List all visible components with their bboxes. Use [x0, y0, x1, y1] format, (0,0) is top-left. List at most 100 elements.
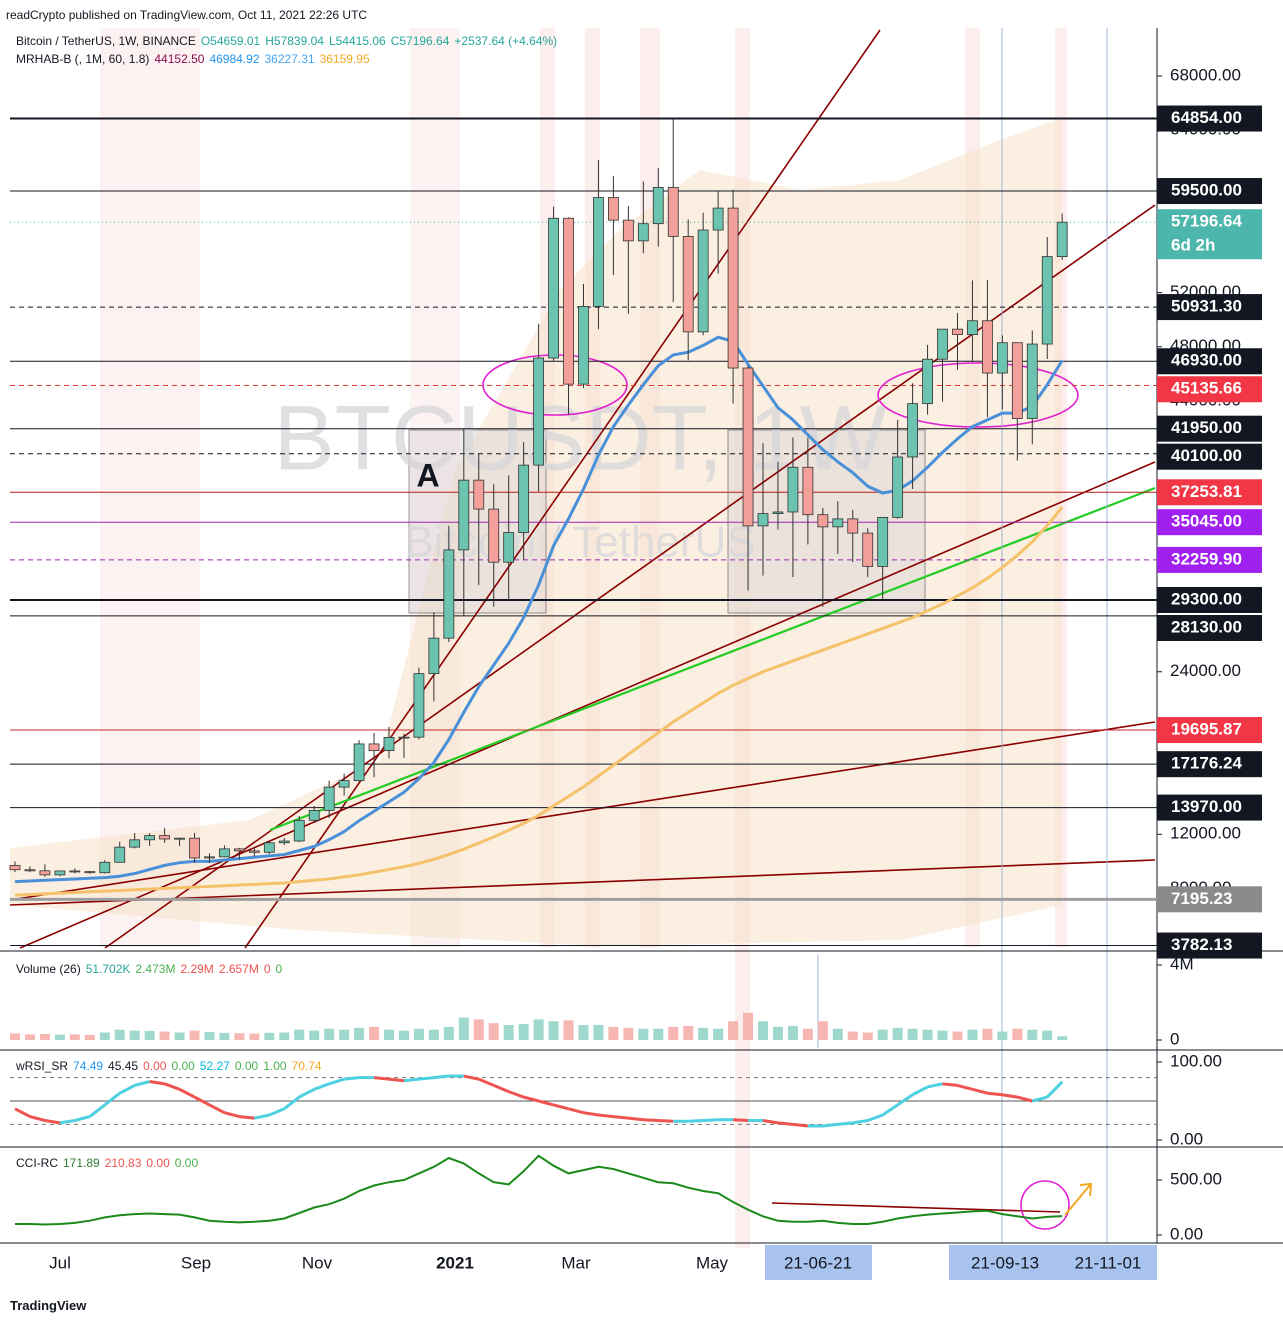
- candle-body: [263, 842, 275, 853]
- candle-body: [323, 786, 335, 811]
- candle-body: [608, 197, 619, 221]
- published-note: readCrypto published on TradingView.com,…: [6, 8, 368, 22]
- rsi-segment: [658, 1119, 674, 1123]
- level-box: [1157, 479, 1262, 506]
- level-label: 7195.23: [1171, 889, 1232, 908]
- trend-line: [9, 721, 1156, 901]
- level-box: [1157, 294, 1262, 321]
- candle-body: [24, 869, 36, 872]
- x-tick-label: 2021: [436, 1253, 474, 1272]
- y-tick-label: 100.00: [1170, 1051, 1222, 1070]
- candle-body: [712, 207, 724, 231]
- candle-body: [907, 403, 918, 458]
- level-label: 29300.00: [1171, 589, 1242, 608]
- rsi-segment: [1046, 1080, 1064, 1099]
- header-item: 0.00: [234, 1059, 259, 1073]
- highlight-band: [100, 28, 200, 948]
- current-price-box: [1157, 209, 1262, 260]
- candle-body: [248, 850, 260, 853]
- rsi-segment: [388, 1077, 405, 1083]
- rsi-segment: [1002, 1093, 1018, 1099]
- header-item: 51.702K: [85, 962, 131, 976]
- rsi-segment: [957, 1083, 973, 1091]
- date-marker-label: 21-09-13: [971, 1253, 1039, 1272]
- volume-bar: [1012, 1028, 1023, 1040]
- volume-bar: [473, 1019, 484, 1040]
- volume-bar: [683, 1025, 694, 1040]
- volume-bar: [249, 1033, 260, 1040]
- header-item: wRSI_SR: [16, 1059, 69, 1073]
- candle-body: [398, 736, 410, 739]
- x-tick-label: Jul: [49, 1253, 71, 1272]
- candle-body: [802, 466, 814, 516]
- volume-bar: [802, 1028, 813, 1040]
- rsi-segment: [927, 1082, 943, 1089]
- header-item: 2.473M: [135, 962, 176, 976]
- rsi-segment: [688, 1119, 704, 1123]
- rsi-segment: [508, 1090, 525, 1099]
- candle-body: [533, 357, 544, 466]
- volume-bar: [772, 1026, 783, 1040]
- volume-bar: [24, 1034, 35, 1040]
- candle-body: [159, 835, 171, 840]
- volume-bar: [428, 1029, 439, 1040]
- rsi-segment: [493, 1084, 510, 1094]
- volume-bar: [638, 1028, 649, 1040]
- candle-body: [189, 837, 200, 859]
- rsi-segment: [239, 1115, 255, 1120]
- footer-logo: TradingView: [10, 1298, 87, 1313]
- rsi-segment: [418, 1076, 435, 1081]
- rsi-segment: [1031, 1095, 1048, 1103]
- rsi-segment: [852, 1119, 868, 1125]
- volume-bar: [533, 1019, 544, 1040]
- candle-body: [937, 328, 948, 360]
- level-box: [1157, 443, 1262, 470]
- candle-body: [772, 511, 784, 514]
- cci-line: [15, 1154, 1063, 1226]
- rsi-segment: [164, 1082, 181, 1091]
- volume-bar: [1027, 1029, 1038, 1040]
- header-item: Bitcoin / TetherUS, 1W, BINANCE: [16, 34, 196, 48]
- rsi-segment: [103, 1092, 121, 1107]
- candle-body: [338, 780, 350, 788]
- level-label: 17176.24: [1171, 754, 1242, 773]
- level-box: [1157, 546, 1262, 573]
- volume-bar: [653, 1028, 664, 1040]
- cci-circle: [1020, 1180, 1070, 1230]
- candle-body: [1026, 343, 1038, 419]
- candle-body: [383, 737, 395, 751]
- level-box: [1157, 794, 1262, 821]
- date-marker-box: [1060, 1245, 1157, 1280]
- candle-body: [892, 456, 904, 518]
- candle-body: [593, 197, 604, 307]
- volume-bar: [10, 1033, 20, 1040]
- rsi-segment: [911, 1085, 929, 1097]
- header-item: 36159.95: [319, 52, 370, 66]
- rsi-segment: [328, 1077, 345, 1086]
- level-label: 35045.00: [1171, 512, 1242, 531]
- header-item: C57196.64: [390, 34, 450, 48]
- candle-body: [922, 358, 933, 405]
- y-tick-label: 12000.00: [1170, 824, 1241, 843]
- header-item: 0.00: [171, 1059, 195, 1073]
- candle-body: [518, 464, 530, 533]
- volume-bar: [413, 1028, 424, 1040]
- candle-body: [757, 513, 769, 527]
- x-tick-label: Mar: [561, 1253, 591, 1272]
- rsi-segment: [433, 1074, 449, 1080]
- header-item: 46984.92: [209, 52, 260, 66]
- level-box: [1157, 509, 1262, 536]
- candle-body: [697, 229, 709, 333]
- volume-bar: [488, 1023, 499, 1040]
- volume-bar: [324, 1028, 335, 1040]
- level-box: [1157, 751, 1262, 778]
- y-tick-label: 68000.00: [1170, 65, 1241, 84]
- rsi-segment: [403, 1077, 420, 1083]
- rsi-segment: [298, 1087, 315, 1099]
- indicator-header: MRHAB-B (, 1M, 60, 1.8) 44152.50 46984.92 3…: [16, 52, 370, 66]
- header-item: 210.83: [104, 1156, 142, 1170]
- candle-body: [862, 532, 874, 567]
- volume-bar: [892, 1027, 903, 1040]
- volume-bar: [234, 1033, 245, 1040]
- candle-body: [682, 236, 694, 333]
